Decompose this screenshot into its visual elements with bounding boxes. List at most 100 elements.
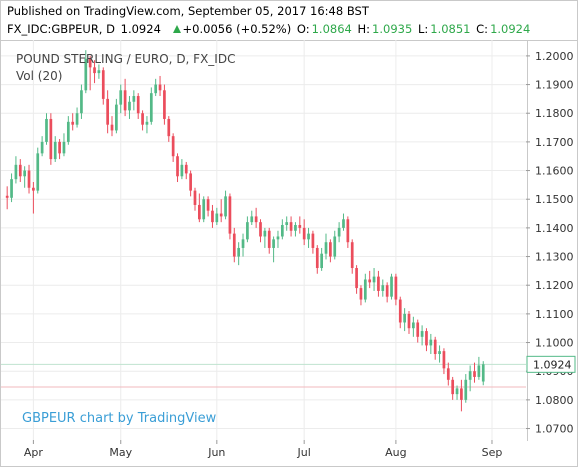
candle-body	[193, 190, 197, 205]
candle-body	[359, 288, 363, 300]
candle-body	[481, 364, 485, 382]
tradingview-watermark[interactable]: GBPEUR chart by TradingView	[22, 411, 217, 426]
plot-area[interactable]	[1, 41, 528, 441]
candle-body	[158, 84, 162, 91]
chart-title: POUND STERLING / EURO, D, FX_IDC	[16, 52, 236, 66]
candle-body	[202, 199, 206, 220]
candle-body	[446, 368, 450, 380]
candle-body	[141, 113, 144, 125]
x-tick-label: Jun	[207, 446, 225, 459]
candle-body	[433, 339, 437, 355]
candle-body	[32, 187, 35, 191]
candle-body	[136, 96, 140, 114]
candle-body	[425, 331, 428, 346]
candle-body	[250, 216, 254, 223]
candle-body	[394, 276, 398, 300]
open-value: 1.0864	[311, 22, 352, 36]
candle-body	[315, 247, 319, 269]
candle-body	[272, 239, 275, 248]
candle-body	[416, 322, 420, 337]
candle-body	[27, 170, 31, 188]
candle-body	[420, 331, 424, 337]
candle-body	[377, 276, 380, 291]
candle-body	[49, 118, 53, 160]
candle-body	[5, 195, 9, 198]
candle-body	[407, 313, 411, 329]
candle-body	[180, 164, 184, 177]
candle-body	[14, 164, 18, 180]
candle-body	[176, 156, 179, 177]
y-tick-label: 1.0700	[535, 423, 574, 436]
candle-body	[224, 196, 227, 217]
candle-body	[132, 96, 136, 102]
candle-body	[62, 141, 66, 154]
volume-indicator-label[interactable]: Vol (20)	[16, 69, 63, 83]
x-tick-label: Apr	[24, 446, 44, 459]
close-label: C:	[476, 22, 489, 36]
candle-body	[93, 67, 96, 74]
high-label: H:	[357, 22, 371, 36]
candle-body	[215, 213, 219, 223]
candle-body	[237, 247, 241, 257]
candle-body	[473, 371, 476, 377]
candle-body	[263, 230, 267, 237]
candle-body	[40, 141, 44, 154]
candle-body	[45, 118, 48, 142]
y-tick-label: 1.1600	[535, 165, 574, 178]
candle-body	[455, 388, 459, 395]
candle-body	[298, 225, 302, 228]
candle-body	[346, 219, 350, 243]
candle-body	[241, 239, 245, 248]
y-tick-label: 1.1100	[535, 308, 574, 321]
candle-body	[219, 213, 223, 217]
candle-body	[18, 164, 22, 177]
candle-body	[198, 204, 201, 220]
y-tick-label: 1.1800	[535, 107, 574, 120]
candle-body	[276, 236, 280, 240]
candle-body	[75, 113, 79, 125]
low-value: 1.0851	[430, 22, 471, 36]
low-label: L:	[417, 22, 429, 36]
candle-body	[438, 351, 441, 355]
y-tick-label: 1.1300	[535, 251, 574, 264]
candle-body	[390, 276, 393, 297]
candle-body	[189, 173, 192, 191]
candle-body	[464, 379, 468, 400]
candle-body	[267, 230, 271, 248]
x-tick-label: May	[109, 446, 132, 459]
candle-body	[285, 222, 289, 226]
x-tick-label: Jul	[297, 446, 311, 459]
y-tick-label: 1.1400	[535, 222, 574, 235]
candle-body	[206, 199, 210, 211]
candle-body	[398, 299, 402, 323]
candle-body	[154, 84, 158, 94]
candle-body	[363, 279, 367, 300]
candle-body	[58, 141, 61, 154]
candle-body	[381, 285, 385, 291]
close-value: 1.0924	[490, 22, 531, 36]
current-price-tag	[526, 355, 576, 373]
candle-body	[477, 365, 481, 377]
candle-body	[119, 90, 123, 105]
open-label: O:	[296, 22, 310, 36]
candle-body	[184, 164, 188, 174]
candle-body	[110, 124, 114, 131]
candle-body	[280, 225, 284, 237]
current-price-tag-label: 1.0924	[533, 358, 572, 371]
y-tick-label: 1.0800	[535, 394, 574, 407]
candle-body	[429, 339, 433, 346]
candle-body	[337, 227, 341, 237]
candle-body	[355, 268, 358, 289]
candle-body	[412, 322, 415, 329]
candle-body	[71, 121, 75, 125]
candle-body	[10, 179, 13, 198]
candle-body	[460, 388, 463, 400]
candle-body	[254, 216, 258, 223]
candle-body	[101, 70, 105, 99]
candle-body	[232, 233, 236, 257]
candle-body	[329, 242, 332, 257]
candle-body	[320, 253, 323, 269]
candle-body	[211, 210, 214, 223]
high-value: 1.0935	[372, 22, 413, 36]
